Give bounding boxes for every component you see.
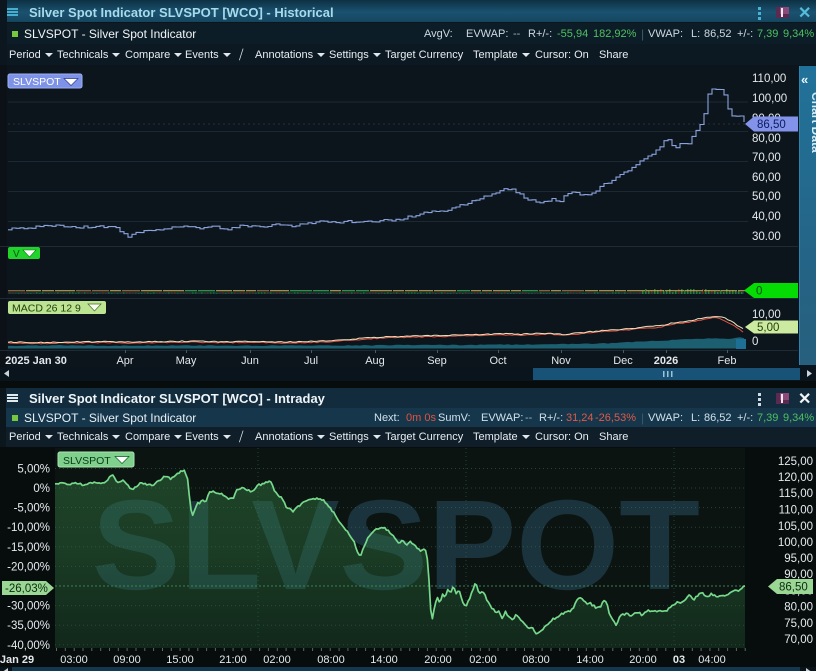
svg-text:2026: 2026 bbox=[654, 355, 678, 367]
svg-text:09:00: 09:00 bbox=[113, 654, 141, 666]
svg-text:0%: 0% bbox=[33, 483, 50, 495]
svg-text:0: 0 bbox=[756, 286, 762, 298]
svg-text:02:00: 02:00 bbox=[263, 654, 291, 666]
svg-text:125,00: 125,00 bbox=[778, 456, 813, 468]
svg-text:03: 03 bbox=[673, 654, 685, 666]
svg-text:May: May bbox=[176, 355, 197, 367]
svg-text:40,00: 40,00 bbox=[752, 211, 781, 223]
svg-text:80,00: 80,00 bbox=[752, 133, 781, 145]
svg-text:-5,00%: -5,00% bbox=[14, 503, 50, 515]
svg-text:105,00: 105,00 bbox=[778, 521, 813, 533]
svg-text:70,00: 70,00 bbox=[784, 634, 813, 646]
svg-text:V: V bbox=[13, 249, 20, 260]
svg-text:110,00: 110,00 bbox=[752, 73, 786, 85]
svg-text:14:00: 14:00 bbox=[370, 654, 398, 666]
svg-text:02:00: 02:00 bbox=[469, 654, 497, 666]
svg-text:21:00: 21:00 bbox=[219, 654, 247, 666]
svg-text:-30,00%: -30,00% bbox=[7, 601, 50, 613]
svg-text:100,00: 100,00 bbox=[752, 93, 787, 105]
svg-text:5,00%: 5,00% bbox=[17, 464, 50, 476]
svg-text:0: 0 bbox=[752, 336, 758, 348]
svg-text:60,00: 60,00 bbox=[752, 172, 781, 184]
svg-text:50,00: 50,00 bbox=[752, 191, 781, 203]
svg-text:Nov: Nov bbox=[551, 355, 571, 367]
svg-text:SLVSPOT: SLVSPOT bbox=[63, 455, 111, 467]
svg-text:-26,03%: -26,03% bbox=[5, 583, 48, 595]
svg-text:Oct: Oct bbox=[489, 355, 506, 367]
svg-text:95,00: 95,00 bbox=[784, 553, 813, 565]
svg-text:Jul: Jul bbox=[304, 355, 318, 367]
svg-text:86,50: 86,50 bbox=[779, 582, 808, 594]
svg-text:90,00: 90,00 bbox=[784, 569, 813, 581]
svg-text:03:00: 03:00 bbox=[60, 654, 88, 666]
svg-text:-10,00%: -10,00% bbox=[7, 522, 50, 534]
svg-text:08:00: 08:00 bbox=[317, 654, 345, 666]
svg-text:100,00: 100,00 bbox=[778, 537, 813, 549]
svg-text:Jan 29: Jan 29 bbox=[0, 654, 34, 666]
svg-text:120,00: 120,00 bbox=[778, 472, 813, 484]
svg-text:Sep: Sep bbox=[427, 355, 447, 367]
svg-text:20:00: 20:00 bbox=[424, 654, 452, 666]
svg-text:5,00: 5,00 bbox=[757, 322, 779, 334]
svg-text:Jun: Jun bbox=[241, 355, 259, 367]
svg-text:-35,00%: -35,00% bbox=[7, 620, 50, 632]
svg-text:-40,00%: -40,00% bbox=[7, 640, 50, 652]
svg-text:80,00: 80,00 bbox=[784, 602, 813, 614]
svg-text:75,00: 75,00 bbox=[784, 618, 813, 630]
svg-text:Aug: Aug bbox=[365, 355, 385, 367]
svg-text:04:00: 04:00 bbox=[698, 654, 726, 666]
svg-text:70,00: 70,00 bbox=[752, 152, 781, 164]
svg-text:-20,00%: -20,00% bbox=[7, 561, 50, 573]
svg-text:115,00: 115,00 bbox=[779, 488, 813, 500]
svg-text:08:00: 08:00 bbox=[522, 654, 550, 666]
svg-text:MACD 26 12 9: MACD 26 12 9 bbox=[12, 303, 81, 315]
svg-text:110,00: 110,00 bbox=[779, 505, 813, 517]
svg-text:Dec: Dec bbox=[613, 355, 633, 367]
svg-text:20:00: 20:00 bbox=[629, 654, 657, 666]
svg-text:10,00: 10,00 bbox=[752, 309, 781, 321]
svg-text:«: « bbox=[801, 72, 808, 87]
svg-text:Apr: Apr bbox=[116, 355, 133, 367]
svg-text:-15,00%: -15,00% bbox=[7, 542, 50, 554]
svg-text:15:00: 15:00 bbox=[166, 654, 194, 666]
svg-text:SLVSPOT: SLVSPOT bbox=[13, 76, 61, 88]
svg-text:2025 Jan 30: 2025 Jan 30 bbox=[5, 355, 67, 367]
svg-text:14:00: 14:00 bbox=[576, 654, 604, 666]
svg-text:Feb: Feb bbox=[718, 355, 737, 367]
svg-text:30.00: 30.00 bbox=[752, 231, 781, 243]
svg-text:86,50: 86,50 bbox=[757, 119, 786, 131]
svg-text:Chart Data: Chart Data bbox=[809, 92, 816, 153]
